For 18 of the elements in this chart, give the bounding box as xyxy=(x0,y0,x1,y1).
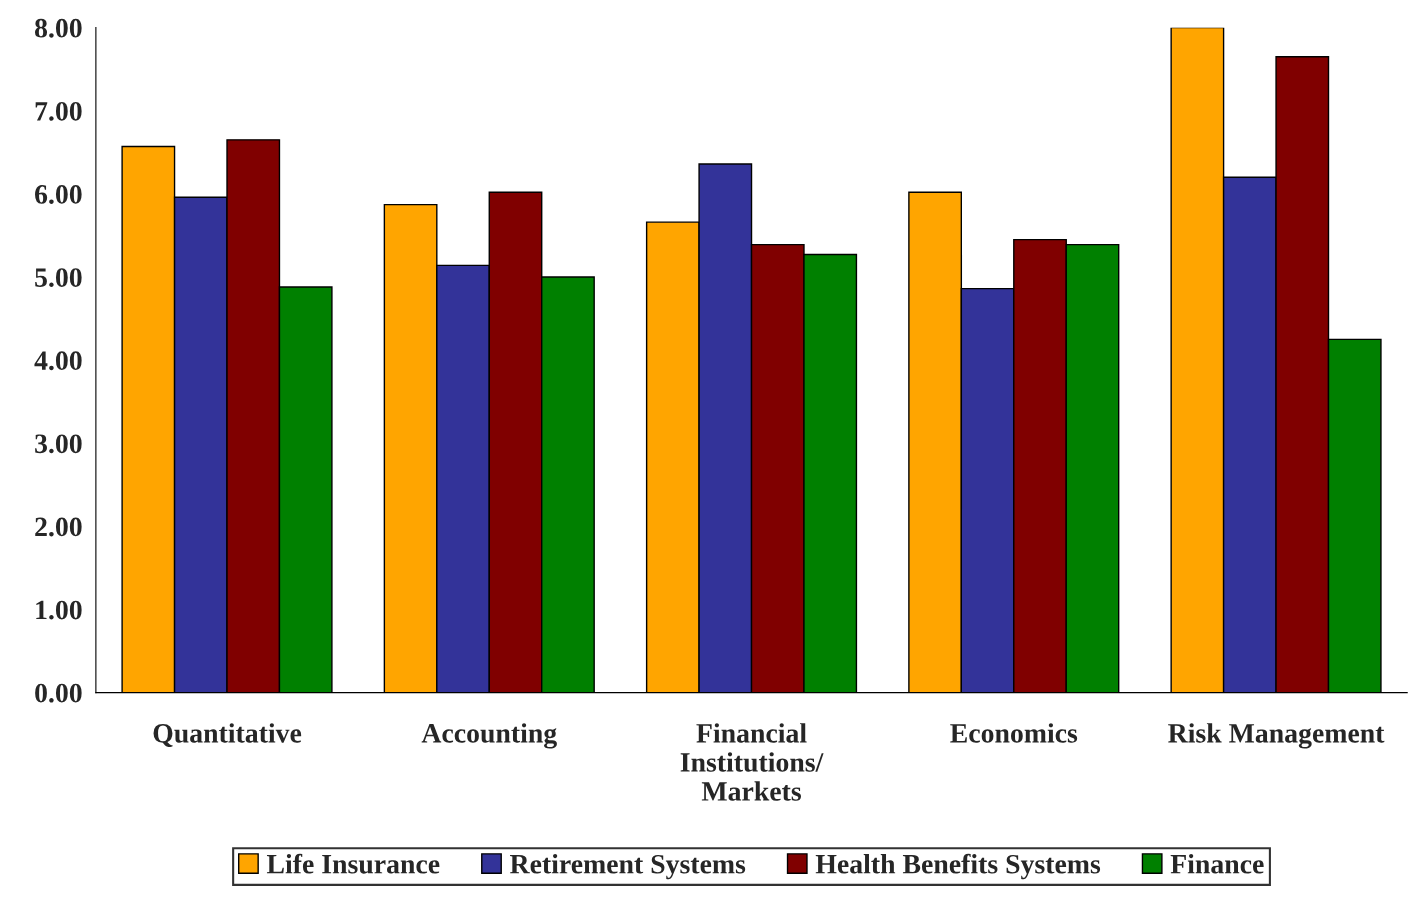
y-tick-label: 4.00 xyxy=(34,351,82,371)
y-tick-label: 8.00 xyxy=(35,18,82,38)
y-tick-label: 5.00 xyxy=(35,268,82,288)
y-tick-label: 3.00 xyxy=(35,434,82,454)
legend-label: Finance xyxy=(1170,854,1264,874)
y-tick-label: 1.00 xyxy=(36,600,82,620)
x-tick-label: Quantitative xyxy=(153,723,302,747)
y-tick-label: 2.00 xyxy=(35,517,82,537)
legend-label: Health Benefits Systems xyxy=(815,853,1101,880)
x-tick-label: Accounting xyxy=(421,723,557,749)
x-tick-label: Risk Management xyxy=(1168,723,1385,749)
y-tick-label: 6.00 xyxy=(35,185,82,204)
y-tick-label: 0.00 xyxy=(35,683,82,703)
legend-label: Life Insurance xyxy=(266,853,440,874)
legend-label: Retirement Systems xyxy=(510,854,746,880)
x-tick-label: Financial Institutions/ Markets xyxy=(680,723,824,801)
y-tick-label: 7.00 xyxy=(35,101,82,121)
x-tick-label: Economics xyxy=(950,723,1078,743)
